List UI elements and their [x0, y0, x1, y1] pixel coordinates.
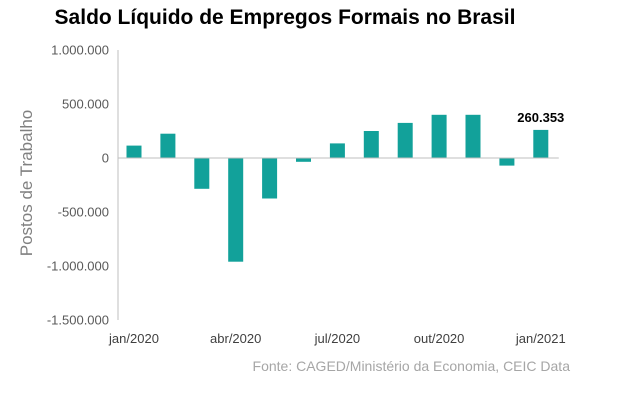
bar-jun-2020 — [296, 158, 311, 162]
bar-fev-2020 — [160, 133, 176, 158]
x-tick-labels: jan/2020 abr/2020 jul/2020 out/2020 jan/2021 — [108, 331, 566, 346]
annotations-group: 260.353 — [517, 110, 564, 125]
bar-set-2020 — [397, 122, 413, 158]
bar-nov-2020 — [465, 114, 481, 158]
bar-out-2020 — [431, 114, 447, 158]
x-tick-label: out/2020 — [414, 331, 465, 346]
y-tick-label: -1.500.000 — [47, 313, 109, 328]
data-label: 260.353 — [517, 110, 564, 125]
bar-jan-2021 — [533, 129, 549, 158]
y-tick-label: 500.000 — [62, 97, 109, 112]
x-tick-label: jul/2020 — [314, 331, 361, 346]
y-tick-label: -500.000 — [58, 205, 109, 220]
bar-jan-2020 — [126, 145, 142, 158]
x-tick-label: jan/2021 — [515, 331, 566, 346]
chart-title: Saldo Líquido de Empregos Formais no Bra… — [54, 6, 516, 29]
y-tick-label: 0 — [102, 151, 109, 166]
bar-abr-2020 — [228, 158, 244, 262]
source-note: Fonte: CAGED/Ministério da Economia, CEI… — [252, 358, 570, 374]
x-tick-label: abr/2020 — [210, 331, 261, 346]
bar-mar-2020 — [194, 158, 210, 189]
bar-ago-2020 — [363, 131, 379, 158]
bar-jul-2020 — [329, 143, 345, 158]
y-tick-labels: 1.000.000 500.000 0 -500.000 -1.000.000 -1.50… — [47, 43, 109, 328]
y-tick-label: -1.000.000 — [47, 259, 109, 274]
x-tick-label: jan/2020 — [108, 331, 159, 346]
y-axis-label: Postos de Trabalho — [17, 110, 36, 256]
bar-dez-2020 — [499, 158, 515, 166]
y-tick-label: 1.000.000 — [51, 43, 109, 58]
bar-mai-2020 — [262, 158, 278, 199]
bars-group — [126, 114, 549, 262]
